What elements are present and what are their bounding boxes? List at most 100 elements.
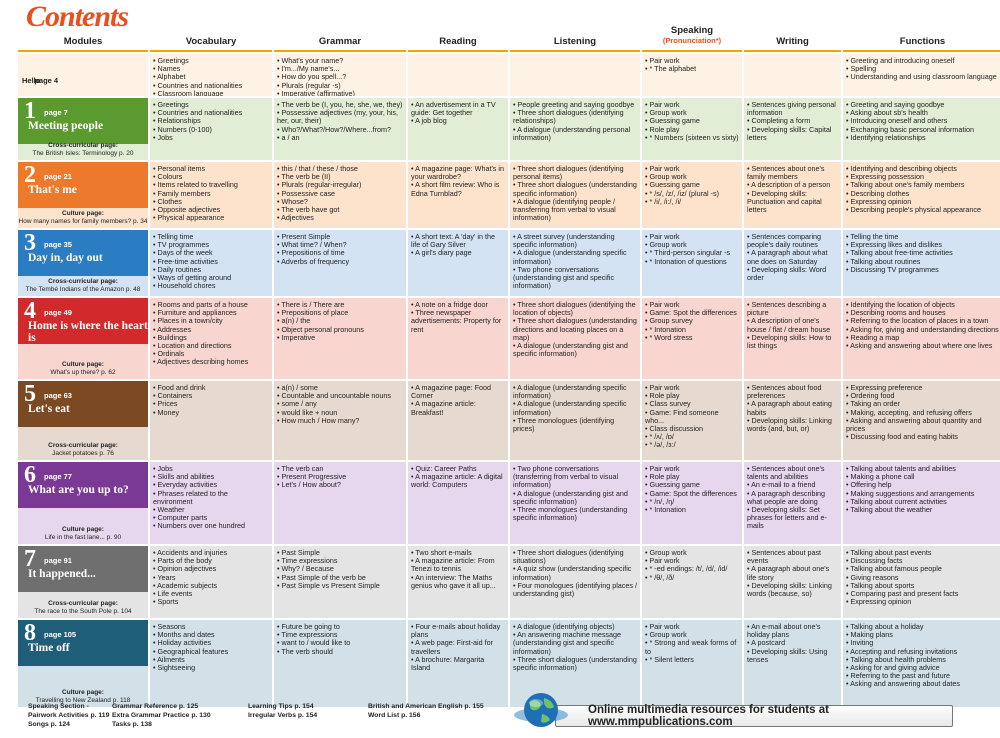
writing-cell: Sentences about one's family membersA de… [744, 162, 841, 228]
reading-cell: An advertisement in a TV guide: Get toge… [408, 98, 508, 160]
grammar-cell: Present SimpleWhat time? / When?Preposit… [274, 230, 406, 296]
list-item: An e-mail to a friend [747, 481, 838, 489]
module-6[interactable]: 6 page 77 What are you up to? Culture page:… [18, 462, 148, 544]
footer-link[interactable]: Learning Tips p. 154 [248, 703, 314, 710]
writing-cell [744, 54, 841, 96]
list-item: Three monologues (understanding specific… [513, 505, 637, 522]
footer-link[interactable]: Songs p. 124 [28, 721, 70, 728]
list-item: What time? / When? [277, 240, 403, 249]
list-item: Present Simple [277, 232, 403, 241]
list-item: Greetings [153, 100, 269, 109]
module-3[interactable]: 3 page 35 Day in, day out Cross-curricular … [18, 230, 148, 296]
list-item: Offering help [846, 481, 999, 489]
list-item: A job blog [411, 117, 505, 125]
module-number: 7 [24, 546, 36, 572]
footer-link[interactable]: Irregular Verbs p. 154 [248, 712, 318, 719]
module-band: 8 page 105 Time off [18, 620, 148, 666]
list-item: * Word stress [645, 333, 739, 342]
culture-page[interactable]: Culture page: How many names for family m… [18, 210, 148, 225]
vocab-cell: SeasonsMonths and datesHoliday activitie… [150, 620, 272, 707]
module-title: Let's eat [28, 403, 70, 415]
list-item: A dialogue (understanding personal infor… [513, 125, 637, 142]
online-resources-banner[interactable]: Online multimedia resources for students… [555, 704, 953, 728]
list-item: * Intonation of questions [645, 257, 739, 266]
footer-link[interactable]: Word List p. 156 [368, 712, 421, 719]
module-2[interactable]: 2 page 21 That's me Culture page: How many n… [18, 162, 148, 228]
vocab-cell: Food and drinkContainersPricesMoney [150, 381, 272, 460]
speaking-cell: Pair work* The alphabet [642, 54, 742, 96]
list-item: Talking about a holiday [846, 622, 999, 631]
culture-label: Cross-curricular page: [48, 278, 118, 285]
list-item: Developing skills: Linking words (and, b… [747, 416, 838, 433]
list-item: A paragraph about eating habits [747, 400, 838, 417]
culture-page[interactable]: Culture page: Life in the fast lane... p.… [18, 526, 148, 541]
list-item: Pair work [645, 164, 739, 173]
list-item: Pair work [645, 383, 739, 392]
footer-link[interactable]: Grammar Reference p. 125 [112, 703, 199, 710]
list-item: Buildings [153, 333, 269, 342]
module-hello[interactable]: Hellopage 4 [18, 54, 148, 96]
list-item: Why? / Because [277, 565, 403, 573]
footer-link[interactable]: Tasks p. 138 [112, 721, 152, 728]
footer-link[interactable]: British and American English p. 155 [368, 703, 484, 710]
list-item: Talking about free-time activities [846, 249, 999, 257]
reading-cell: Two short e-mailsA magazine article: Fro… [408, 546, 508, 618]
column-header-label: Writing [776, 36, 809, 47]
list-item: Telling the time [846, 232, 999, 241]
list-item: Identifying relationships [846, 133, 999, 142]
culture-text: The race to the South Pole p. 104 [34, 607, 132, 615]
list-item: Pair work [645, 556, 739, 565]
culture-text: What's up there? p. 62 [50, 368, 116, 376]
grammar-cell: The verb be (I, you, he, she, we, they)P… [274, 98, 406, 160]
module-title: What are you up to? [28, 484, 129, 496]
list-item: Pair work [645, 300, 739, 309]
culture-text: Travelling to New Zealand p. 118 [35, 696, 131, 704]
module-7[interactable]: 7 page 91 It happened... Cross-curricular p… [18, 546, 148, 618]
column-header-label: Reading [439, 36, 477, 47]
list-item: Containers [153, 391, 269, 400]
list-item: Role play [645, 472, 739, 481]
list-item: Plurals (regular-irregular) [277, 181, 403, 189]
module-band: 3 page 35 Day in, day out [18, 230, 148, 276]
column-header: Listening [510, 24, 640, 52]
list-item: Days of the week [153, 249, 269, 257]
module-8[interactable]: 8 page 105 Time off Culture page: Travelling… [18, 620, 148, 707]
reading-cell [408, 54, 508, 96]
speaking-cell: Pair workGame: Spot the differencesGroup… [642, 298, 742, 379]
culture-page[interactable]: Cross-curricular page: The Tembé Indians … [18, 278, 148, 293]
footer-col-1: Speaking Section - Pairwork Activities p… [28, 702, 109, 729]
list-item: Names [153, 64, 269, 73]
list-item: Years [153, 573, 269, 582]
list-item: Introducing oneself and others [846, 117, 999, 125]
culture-text: Jacket potatoes p. 76 [52, 449, 114, 457]
culture-page[interactable]: Cross-curricular page: The British Isles:… [18, 142, 148, 157]
list-item: would like + noun [277, 408, 403, 417]
list-item: * /ʌ/, /ɒ/ [645, 433, 739, 441]
module-5[interactable]: 5 page 63 Let's eat Cross-curricular page: J… [18, 381, 148, 460]
list-item: Sightseeing [153, 663, 269, 672]
list-item: Asking for and giving advice [846, 663, 999, 672]
module-1[interactable]: 1 page 7 Meeting people Cross-curricular pa… [18, 98, 148, 160]
list-item: a / an [277, 133, 403, 142]
speaking-cell: Pair workRole playGuessing gameGame: Spo… [642, 462, 742, 544]
reading-cell: A note on a fridge doorThree newspaper a… [408, 298, 508, 379]
footer-link[interactable]: Extra Grammar Practice p. 130 [112, 712, 211, 719]
list-item: Guessing game [645, 181, 739, 189]
culture-page[interactable]: Cross-curricular page: Jacket potatoes p.… [18, 442, 148, 457]
list-item: Classroom language [153, 89, 269, 96]
list-item: Three monologues (identifying prices) [513, 416, 637, 433]
culture-page[interactable]: Cross-curricular page: The race to the So… [18, 600, 148, 615]
list-item: Giving reasons [846, 573, 999, 582]
culture-page[interactable]: Culture page: Travelling to New Zealand p… [18, 689, 148, 704]
culture-page[interactable]: Culture page: What's up there? p. 62 [18, 361, 148, 376]
list-item: Daily routines [153, 265, 269, 274]
module-4[interactable]: 4 page 49 Home is where the heart is Cultur… [18, 298, 148, 379]
functions-cell: Expressing preferenceOrdering foodTaking… [843, 381, 1000, 460]
list-item: Expressing opinion [846, 197, 999, 206]
list-item: Household chores [153, 282, 269, 290]
list-item: Group work [645, 108, 739, 117]
footer-link[interactable]: Pairwork Activities p. 119 [28, 712, 110, 719]
column-header: Writing [744, 24, 841, 52]
list-item: A description of one's house / flat / dr… [747, 317, 838, 334]
footer-link[interactable]: Speaking Section - [28, 703, 89, 710]
